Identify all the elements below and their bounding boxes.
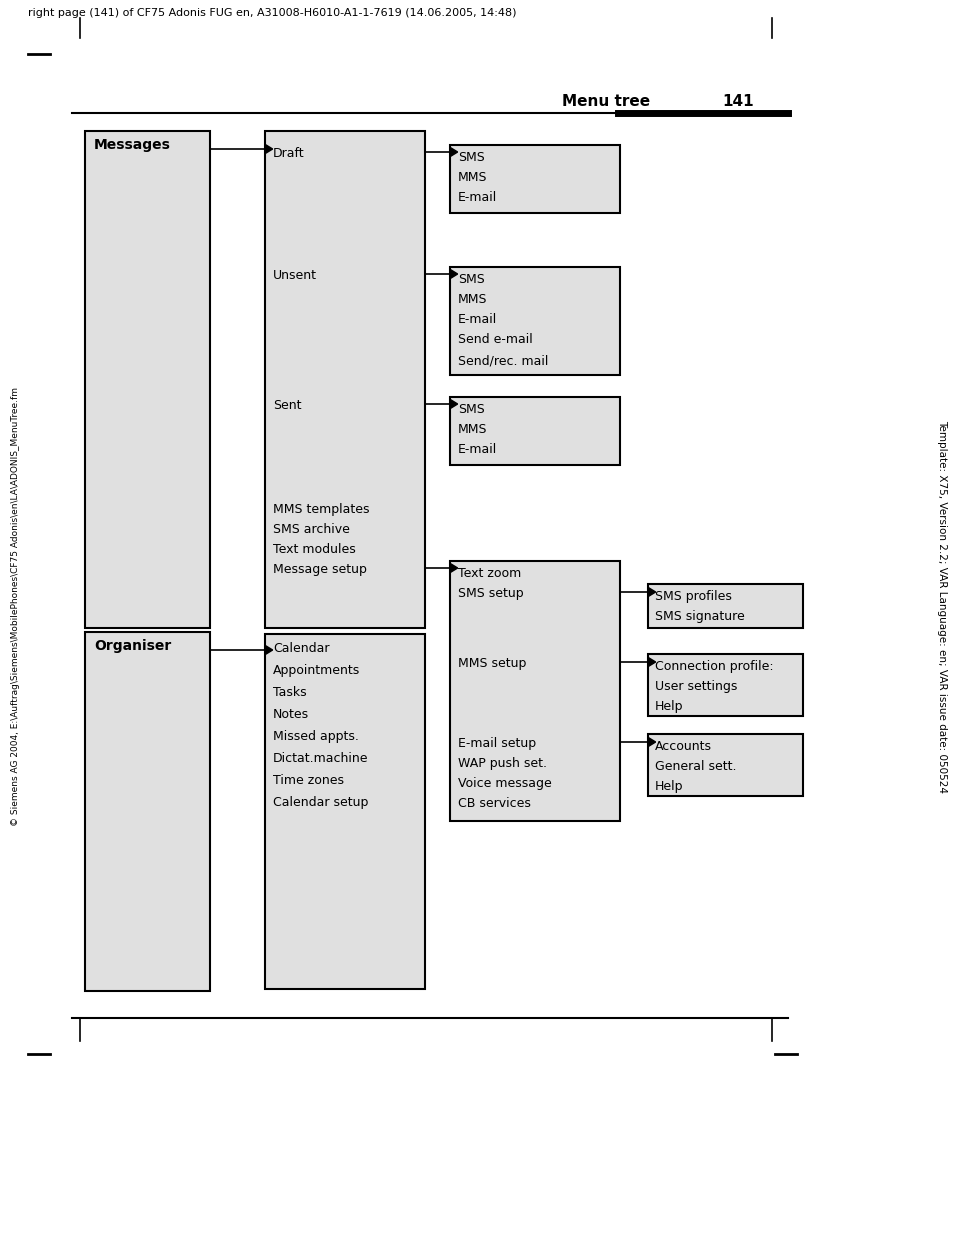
Text: Appointments: Appointments xyxy=(273,664,360,677)
Text: E-mail: E-mail xyxy=(457,191,497,204)
Text: Text zoom: Text zoom xyxy=(457,567,520,579)
Bar xyxy=(450,145,619,213)
Bar xyxy=(647,584,802,628)
Text: SMS: SMS xyxy=(457,402,484,416)
Text: Message setup: Message setup xyxy=(273,563,367,576)
Text: right page (141) of CF75 Adonis FUG en, A31008-H6010-A1-1-7619 (14.06.2005, 14:4: right page (141) of CF75 Adonis FUG en, … xyxy=(28,7,516,17)
Text: E-mail: E-mail xyxy=(457,444,497,456)
Text: Tasks: Tasks xyxy=(273,687,306,699)
Text: SMS: SMS xyxy=(457,273,484,287)
Text: Unsent: Unsent xyxy=(273,269,316,282)
Bar xyxy=(647,654,802,716)
Text: SMS profiles: SMS profiles xyxy=(655,591,731,603)
Text: MMS: MMS xyxy=(457,422,487,436)
Text: Dictat.machine: Dictat.machine xyxy=(273,753,368,765)
Text: Organiser: Organiser xyxy=(94,639,172,653)
Polygon shape xyxy=(265,645,273,654)
Text: Calendar setup: Calendar setup xyxy=(273,796,368,809)
Polygon shape xyxy=(450,563,457,573)
Text: General sett.: General sett. xyxy=(655,760,736,773)
Text: Sent: Sent xyxy=(273,399,301,412)
Bar xyxy=(265,131,424,628)
Text: CB services: CB services xyxy=(457,797,530,810)
Polygon shape xyxy=(265,145,273,153)
Text: Text modules: Text modules xyxy=(273,543,355,556)
Text: Voice message: Voice message xyxy=(457,778,551,790)
Text: Missed appts.: Missed appts. xyxy=(273,730,358,743)
Bar xyxy=(85,632,210,991)
Bar xyxy=(450,267,619,375)
Text: Send/rec. mail: Send/rec. mail xyxy=(457,355,548,368)
Text: 141: 141 xyxy=(721,93,753,108)
Text: MMS: MMS xyxy=(457,293,487,307)
Text: MMS: MMS xyxy=(457,171,487,184)
Text: Messages: Messages xyxy=(94,138,171,152)
Text: SMS setup: SMS setup xyxy=(457,587,523,601)
Text: SMS: SMS xyxy=(457,151,484,164)
Text: E-mail: E-mail xyxy=(457,313,497,326)
Bar xyxy=(85,131,210,628)
Text: Help: Help xyxy=(655,780,682,792)
Text: SMS archive: SMS archive xyxy=(273,523,350,536)
Text: E-mail setup: E-mail setup xyxy=(457,736,536,750)
Polygon shape xyxy=(647,658,655,667)
Text: Send e-mail: Send e-mail xyxy=(457,333,532,346)
Bar xyxy=(450,397,619,465)
Text: Time zones: Time zones xyxy=(273,774,344,787)
Text: User settings: User settings xyxy=(655,680,737,693)
Text: Accounts: Accounts xyxy=(655,740,711,753)
Text: MMS templates: MMS templates xyxy=(273,503,369,516)
Text: Calendar: Calendar xyxy=(273,642,329,655)
Text: Help: Help xyxy=(655,700,682,713)
Text: © Siemens AG 2004, E:\Auftrag\Siemens\MobilePhones\CF75 Adonis\en\LA\ADONIS_Menu: © Siemens AG 2004, E:\Auftrag\Siemens\Mo… xyxy=(11,386,20,826)
Polygon shape xyxy=(450,399,457,409)
Text: Template: X75, Version 2.2; VAR Language: en; VAR issue date: 050524: Template: X75, Version 2.2; VAR Language… xyxy=(936,420,946,792)
Text: SMS signature: SMS signature xyxy=(655,611,744,623)
Text: Notes: Notes xyxy=(273,708,309,721)
Polygon shape xyxy=(647,738,655,746)
Bar xyxy=(647,734,802,796)
Text: WAP push set.: WAP push set. xyxy=(457,758,546,770)
Bar xyxy=(265,634,424,989)
Text: Draft: Draft xyxy=(273,147,304,159)
Polygon shape xyxy=(450,269,457,279)
Text: Connection profile:: Connection profile: xyxy=(655,660,773,673)
Text: MMS setup: MMS setup xyxy=(457,657,526,670)
Text: Menu tree: Menu tree xyxy=(561,93,649,108)
Bar xyxy=(450,561,619,821)
Polygon shape xyxy=(450,147,457,157)
Polygon shape xyxy=(647,587,655,597)
